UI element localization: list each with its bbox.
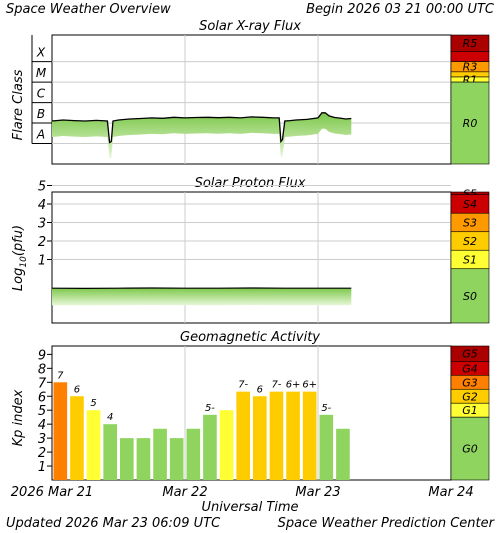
xray-class-A: A [36, 127, 45, 141]
kp-ytick-label-5: 5 [38, 404, 46, 419]
proton-ytick-label-1: 1 [38, 254, 46, 269]
kp-ytick-label-8: 8 [38, 362, 46, 377]
kp-bar-4 [120, 438, 134, 480]
xray-class-C: C [37, 86, 46, 100]
proton-ytick-label-4: 4 [38, 198, 46, 213]
x-tick-mar24: Mar 24 [428, 485, 473, 500]
kp-ylabel: Kp index [11, 389, 26, 446]
xray-scale-5-box [450, 81, 490, 165]
kp-scale-G1-label: G1 [462, 404, 478, 417]
kp-bar-label-9: 5- [205, 403, 215, 414]
kp-bar-1 [70, 396, 84, 480]
kp-bar-10 [219, 410, 234, 480]
kp-bar-label-13: 7- [271, 380, 281, 391]
kp-ytick-label-9: 9 [38, 348, 46, 363]
overview-title: Space Weather Overview [6, 2, 171, 17]
proton-scale-S0-box [450, 268, 490, 324]
kp-bar-9 [203, 414, 217, 480]
xray-scale-5-label: R0 [463, 117, 478, 130]
kp-bar-label-11: 7- [238, 380, 248, 391]
proton-scale-S4-label: S4 [463, 198, 477, 211]
proton-flux-fill [52, 288, 352, 306]
kp-scale-G4-label: G4 [462, 362, 478, 375]
xray-scale-2-label: R3 [463, 61, 478, 74]
kp-ytick-label-7: 7 [38, 376, 47, 391]
x-tick-mar22: Mar 22 [162, 485, 207, 500]
kp-bar-label-3: 4 [107, 412, 113, 423]
xray-scale-0-label: R5 [463, 37, 478, 50]
x-tick-mar21: 2026 Mar 21 [11, 485, 93, 500]
kp-frame [51, 345, 452, 481]
x-axis: 2026 Mar 21 Mar 22 Mar 23 Mar 24 Univers… [11, 485, 474, 515]
kp-bar-label-14: 6+ [286, 380, 301, 391]
xray-title: Solar X-ray Flux [199, 19, 301, 34]
proton-ytick-label-5: 5 [38, 180, 46, 195]
xray-ylabel: Flare Class [11, 69, 26, 140]
kp-bar-label-15: 6+ [302, 380, 317, 391]
proton-scale-S1-label: S1 [463, 254, 477, 267]
kp-scale-G3-label: G3 [462, 376, 478, 389]
x-tick-mar23: Mar 23 [295, 485, 340, 500]
source-credit: Space Weather Prediction Center [278, 516, 496, 531]
kp-bar-label-2: 5 [90, 398, 96, 409]
begin-time: Begin 2026 03 21 00:00 UTC [306, 2, 495, 17]
xray-flux-line [51, 112, 352, 144]
xray-flux-fill [52, 112, 352, 159]
kp-bar-16 [319, 414, 334, 480]
kp-bar-2 [86, 410, 101, 480]
kp-scale-G2-label: G2 [462, 390, 478, 403]
kp-ytick-label-6: 6 [38, 390, 46, 405]
kp-ytick-label-2: 2 [38, 446, 46, 461]
proton-scale-S2-label: S2 [463, 235, 477, 248]
kp-bar-15 [302, 391, 317, 480]
updated-time: Updated 2026 Mar 23 06:09 UTC [6, 516, 221, 531]
kp-bar-label-16: 5- [321, 403, 331, 414]
kp-bar-0 [53, 382, 68, 480]
kp-ytick-label-3: 3 [38, 432, 46, 447]
kp-bar-6 [153, 428, 167, 480]
xray-class-X: X [36, 45, 46, 59]
kp-bar-17 [336, 428, 350, 480]
kp-scale-G5-label: G5 [462, 348, 478, 361]
kp-bar-label-12: 6 [257, 384, 263, 395]
kp-bar-14 [286, 391, 300, 480]
kp-bar-label-0: 7 [57, 370, 64, 381]
xray-frame [51, 34, 452, 165]
kp-bar-label-1: 6 [74, 384, 80, 395]
kp-bar-13 [269, 391, 284, 480]
proton-ytick-label-2: 2 [38, 235, 46, 250]
kp-ytick-label-1: 1 [38, 460, 46, 475]
kp-bar-7 [169, 438, 184, 480]
proton-scale-S3-label: S3 [463, 217, 477, 230]
kp-scale-G0-box [450, 416, 490, 481]
proton-ytick-label-3: 3 [38, 217, 46, 232]
kp-bar-12 [253, 396, 267, 480]
xray-class-M: M [36, 66, 47, 80]
kp-bar-5 [136, 438, 151, 480]
kp-ytick-label-4: 4 [38, 418, 46, 433]
kp-title: Geomagnetic Activity [180, 330, 320, 345]
proton-ylabel: Log10(pfu) [11, 225, 29, 291]
proton-scale-S0-label: S0 [463, 290, 477, 303]
x-axis-label: Universal Time [201, 500, 298, 515]
kp-bar-8 [186, 428, 201, 480]
kp-bar-11 [236, 391, 250, 480]
proton-title: Solar Proton Flux [195, 176, 306, 191]
kp-scale-G0-label: G0 [462, 443, 478, 456]
xray-class-B: B [37, 107, 45, 121]
kp-bar-3 [103, 424, 117, 480]
proton-ylabel-text: Log10(pfu) [11, 225, 29, 291]
